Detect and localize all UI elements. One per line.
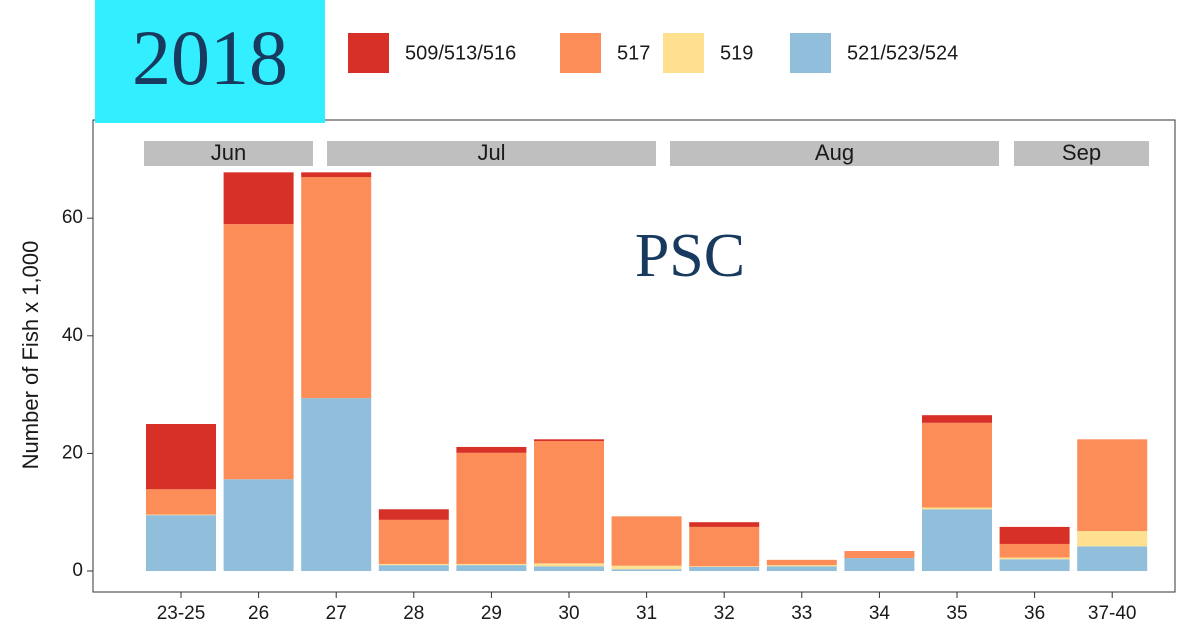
x-tick-label: 29 [481,603,502,624]
legend-swatch [663,33,704,73]
x-tick-label: 27 [326,603,347,624]
month-label: Sep [1062,140,1101,165]
bar-segment [378,565,449,572]
month-strip [670,141,999,166]
bar-segment [689,566,760,572]
x-tick-label: 30 [558,603,579,624]
bar-segment [999,559,1070,572]
bar-segment [378,519,449,564]
bar-segment [301,172,372,178]
bar-segment [766,565,837,567]
bar-segment [689,566,760,567]
y-tick-label: 20 [62,442,83,463]
x-tick-label: 23-25 [157,603,206,624]
y-tick-label: 0 [72,560,83,581]
bar-segment [223,224,294,480]
legend-swatch [790,33,831,73]
bar-segment [146,515,216,572]
bar-segment [1077,531,1148,547]
bar-segment [378,509,449,520]
bar-segment [1077,546,1148,572]
y-axis-title: Number of Fish x 1,000 [18,241,43,470]
x-tick-label: 35 [946,603,967,624]
x-tick-label: 32 [714,603,735,624]
x-tick-label: 36 [1024,603,1045,624]
bar-segment [534,563,604,567]
bar-segment [146,514,216,516]
month-label: Jun [211,140,246,165]
legend-label: 521/523/524 [847,42,958,64]
x-tick-label: 31 [636,603,657,624]
bar-segment [146,424,216,490]
year-label: 2018 [132,14,288,101]
legend-label: 509/513/516 [405,42,516,64]
x-tick-label: 34 [869,603,891,624]
bar-segment [766,559,837,566]
bar-segment [922,509,992,572]
bar-segment [922,507,992,510]
bar-segment [534,566,604,572]
annotation: PSC [635,222,745,290]
month-strip [1014,141,1149,166]
month-label: Aug [815,140,854,165]
bar-segment [611,565,682,570]
bar-segment [689,522,760,527]
x-tick-label: 26 [248,603,269,624]
bar-segment [844,558,915,572]
bar-segment [999,557,1070,560]
bar-segment [922,415,992,423]
legend-label: 517 [617,42,650,64]
bar-segment [534,439,604,442]
bar-segment [223,479,294,572]
bar-segment [534,441,604,564]
bar-segment [301,177,372,399]
bar-segment [456,452,527,564]
bar-segment [146,489,216,515]
x-tick-label: 37-40 [1088,603,1137,624]
bar-segment [999,526,1070,544]
legend-swatch [560,33,601,73]
bar-segment [1077,439,1148,532]
month-strip [327,141,656,166]
year-box [95,0,325,123]
bar-segment [689,526,760,567]
bar-segment [456,446,527,453]
legend-swatch [348,33,389,73]
legend-label: 519 [720,42,753,64]
bar-segment [611,516,682,566]
month-strip [144,141,313,166]
bar-segment [456,565,527,572]
bar-segment [766,566,837,572]
bar-segment [223,172,294,225]
bar-segment [301,398,372,572]
x-tick-label: 28 [403,603,424,624]
bar-segment [922,422,992,508]
month-label: Jul [477,140,505,165]
y-tick-label: 60 [62,207,83,228]
x-tick-label: 33 [791,603,812,624]
bar-segment [844,551,915,559]
y-tick-label: 40 [62,325,83,346]
bar-segment [378,563,449,566]
bar-segment [999,543,1070,558]
bar-segment [611,569,682,572]
bar-segment [456,563,527,566]
